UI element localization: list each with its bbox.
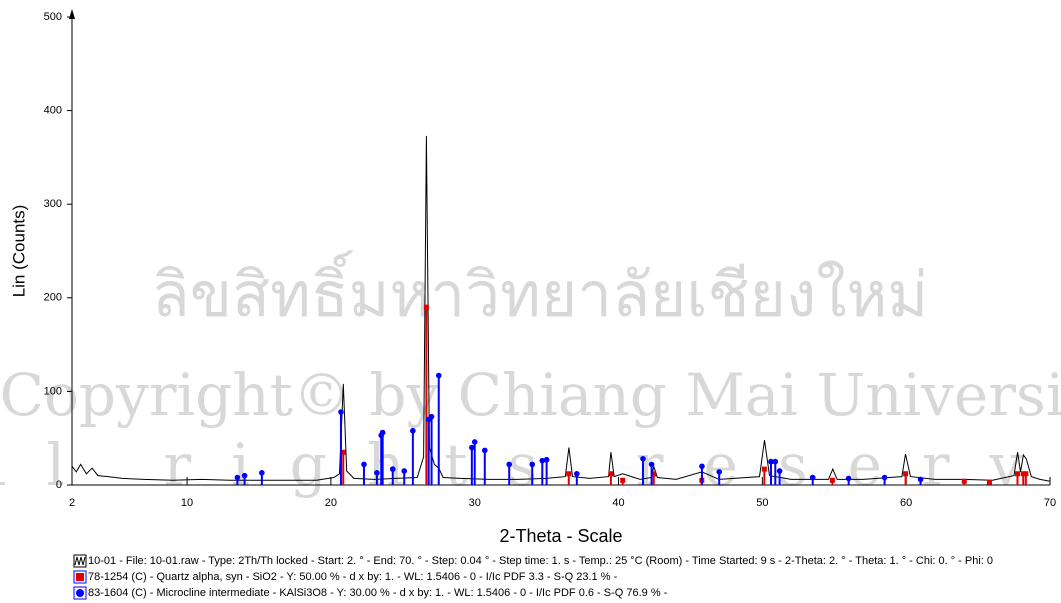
stick-marker <box>389 466 396 472</box>
stick-marker <box>845 475 852 482</box>
stick-marker <box>410 427 416 434</box>
x-tick-label: 70 <box>1044 497 1056 509</box>
stick-marker <box>1014 471 1020 477</box>
stick-marker <box>340 449 346 455</box>
y-tick-label: 500 <box>44 11 62 23</box>
stick-marker <box>917 476 924 483</box>
legend-icon <box>76 573 84 581</box>
stick-marker <box>648 461 655 468</box>
y-tick-label: 300 <box>44 198 62 210</box>
stick-marker <box>374 470 380 476</box>
legend-label: 10-01 - File: 10-01.raw - Type: 2Th/Th l… <box>88 555 993 567</box>
legend-icon <box>74 556 86 566</box>
stick-marker <box>903 471 909 477</box>
x-tick-label: 50 <box>756 497 768 509</box>
legend-label: 83-1604 (C) - Microcline intermediate - … <box>88 587 668 599</box>
x-tick-label: 20 <box>325 497 337 509</box>
stick-marker <box>259 470 265 476</box>
stick-marker <box>543 456 550 463</box>
stick-marker <box>620 477 626 483</box>
stick-marker <box>776 468 783 474</box>
x-tick-label: 40 <box>612 497 624 509</box>
stick-marker <box>716 469 723 475</box>
stick-marker <box>699 463 705 470</box>
stick-marker <box>1020 471 1026 477</box>
stick-marker <box>961 478 967 484</box>
stick-marker <box>471 439 478 445</box>
stick-marker <box>338 409 344 415</box>
stick-marker <box>829 477 835 483</box>
legend-label: 78-1254 (C) - Quartz alpha, syn - SiO2 -… <box>88 571 618 583</box>
stick-marker <box>651 471 657 477</box>
stick-marker <box>469 444 475 451</box>
stick-marker <box>361 461 367 468</box>
stick-marker <box>241 472 248 479</box>
stick-marker <box>481 447 488 454</box>
stick-marker <box>1023 471 1029 477</box>
x-tick-label: 60 <box>900 497 912 509</box>
stick-marker <box>435 372 442 379</box>
y-tick-label: 200 <box>44 292 62 304</box>
watermark: ลิขสิทธิ์มหาวิทยาลัยเชียงใหม่ <box>152 250 929 331</box>
watermark: Copyright© by Chiang Mai University <box>0 361 1061 429</box>
stick-marker <box>423 304 429 310</box>
x-tick-label: 2 <box>69 497 75 509</box>
stick-marker <box>608 471 614 477</box>
stick-marker <box>809 474 816 481</box>
x-tick-label: 10 <box>181 497 193 509</box>
stick-marker <box>379 429 386 436</box>
stick-marker <box>881 474 888 481</box>
stick-marker <box>566 471 572 477</box>
y-tick-label: 0 <box>56 479 62 491</box>
stick-marker <box>768 458 774 465</box>
stick-marker <box>428 413 435 420</box>
stick-marker <box>506 461 513 468</box>
stick-marker <box>529 461 536 468</box>
y-tick-label: 400 <box>44 105 62 117</box>
x-axis-label: 2-Theta - Scale <box>499 526 622 546</box>
stick-marker <box>772 458 779 465</box>
stick-marker <box>539 457 546 464</box>
stick-marker <box>640 455 646 462</box>
stick-marker <box>574 470 580 477</box>
legend-icon <box>76 589 84 597</box>
stick-marker <box>401 468 408 474</box>
stick-marker <box>761 466 767 472</box>
y-tick-label: 100 <box>44 385 62 397</box>
stick-marker <box>986 479 992 485</box>
x-tick-label: 30 <box>469 497 481 509</box>
stick-marker <box>234 474 241 481</box>
y-axis-label: Lin (Counts) <box>9 205 28 298</box>
